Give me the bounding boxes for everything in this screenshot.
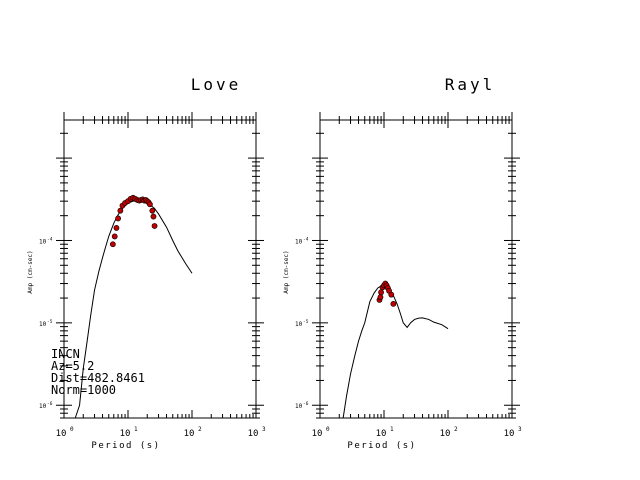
x-tick-label: 10 <box>184 429 195 439</box>
y-tick-label-exponent: -5 <box>303 319 309 325</box>
annotation-line: Dist=482.8461 <box>51 371 145 385</box>
theoretical-spectrum-line <box>342 285 449 419</box>
y-tick-label: 10 <box>39 403 47 410</box>
annotation-line: INCN <box>51 347 80 361</box>
y-tick-label-exponent: -6 <box>303 401 309 407</box>
observed-point <box>117 207 124 214</box>
observed-point <box>113 225 120 231</box>
x-tick-label-exponent: 3 <box>262 426 266 433</box>
annotation-line: Norm=1000 <box>51 383 116 397</box>
x-tick-label-exponent: 1 <box>134 426 138 433</box>
y-tick-label-exponent: -6 <box>47 401 53 407</box>
observed-point <box>149 207 156 214</box>
observed-point <box>378 289 384 296</box>
y-tick-label: 10 <box>295 403 303 410</box>
x-axis-label: Period (s) <box>91 441 160 451</box>
x-tick-label: 10 <box>312 429 323 439</box>
x-tick-label-exponent: 3 <box>518 426 522 433</box>
panel-title: Love <box>191 75 242 94</box>
x-tick-label: 10 <box>56 429 67 439</box>
x-axis-ticks <box>63 112 257 418</box>
observed-point <box>390 300 397 307</box>
observed-point <box>111 233 118 240</box>
observed-point <box>151 223 158 229</box>
observed-point <box>109 241 116 248</box>
y-axis-label: Amp (cm-sec) <box>27 250 34 293</box>
y-tick-label-exponent: -4 <box>47 236 53 242</box>
x-axis-label: Period (s) <box>347 441 416 451</box>
y-tick-label: 10 <box>295 238 303 245</box>
observed-points <box>109 194 158 248</box>
observed-point <box>150 213 157 220</box>
y-axis-label: Amp (cm-sec) <box>283 250 290 293</box>
y-tick-label: 10 <box>295 321 303 328</box>
y-axis-ticks <box>312 132 520 419</box>
x-tick-label-exponent: 1 <box>390 426 394 433</box>
observed-point <box>115 215 121 222</box>
x-axis-ticks <box>319 112 513 418</box>
y-tick-label: 10 <box>39 321 47 328</box>
x-tick-label-exponent: 2 <box>454 426 458 433</box>
observed-points <box>376 280 397 307</box>
plot-frame <box>63 119 257 419</box>
x-tick-label-exponent: 2 <box>198 426 202 433</box>
x-tick-label-exponent: 0 <box>70 426 74 433</box>
x-tick-label: 10 <box>440 429 451 439</box>
x-tick-label: 10 <box>120 429 131 439</box>
x-tick-label-exponent: 0 <box>326 426 330 433</box>
annotation-line: Az=5.2 <box>51 359 94 373</box>
y-axis-ticks <box>56 132 264 419</box>
x-tick-label: 10 <box>504 429 515 439</box>
y-tick-label-exponent: -5 <box>47 319 53 325</box>
x-tick-label: 10 <box>248 429 259 439</box>
observed-point <box>377 294 384 301</box>
observed-point <box>388 291 395 298</box>
y-tick-label: 10 <box>39 238 47 245</box>
x-tick-label: 10 <box>376 429 387 439</box>
observed-point <box>147 201 153 208</box>
y-tick-label-exponent: -4 <box>303 236 309 242</box>
panel-title: Rayl <box>445 75 496 94</box>
plot-frame <box>319 119 513 419</box>
